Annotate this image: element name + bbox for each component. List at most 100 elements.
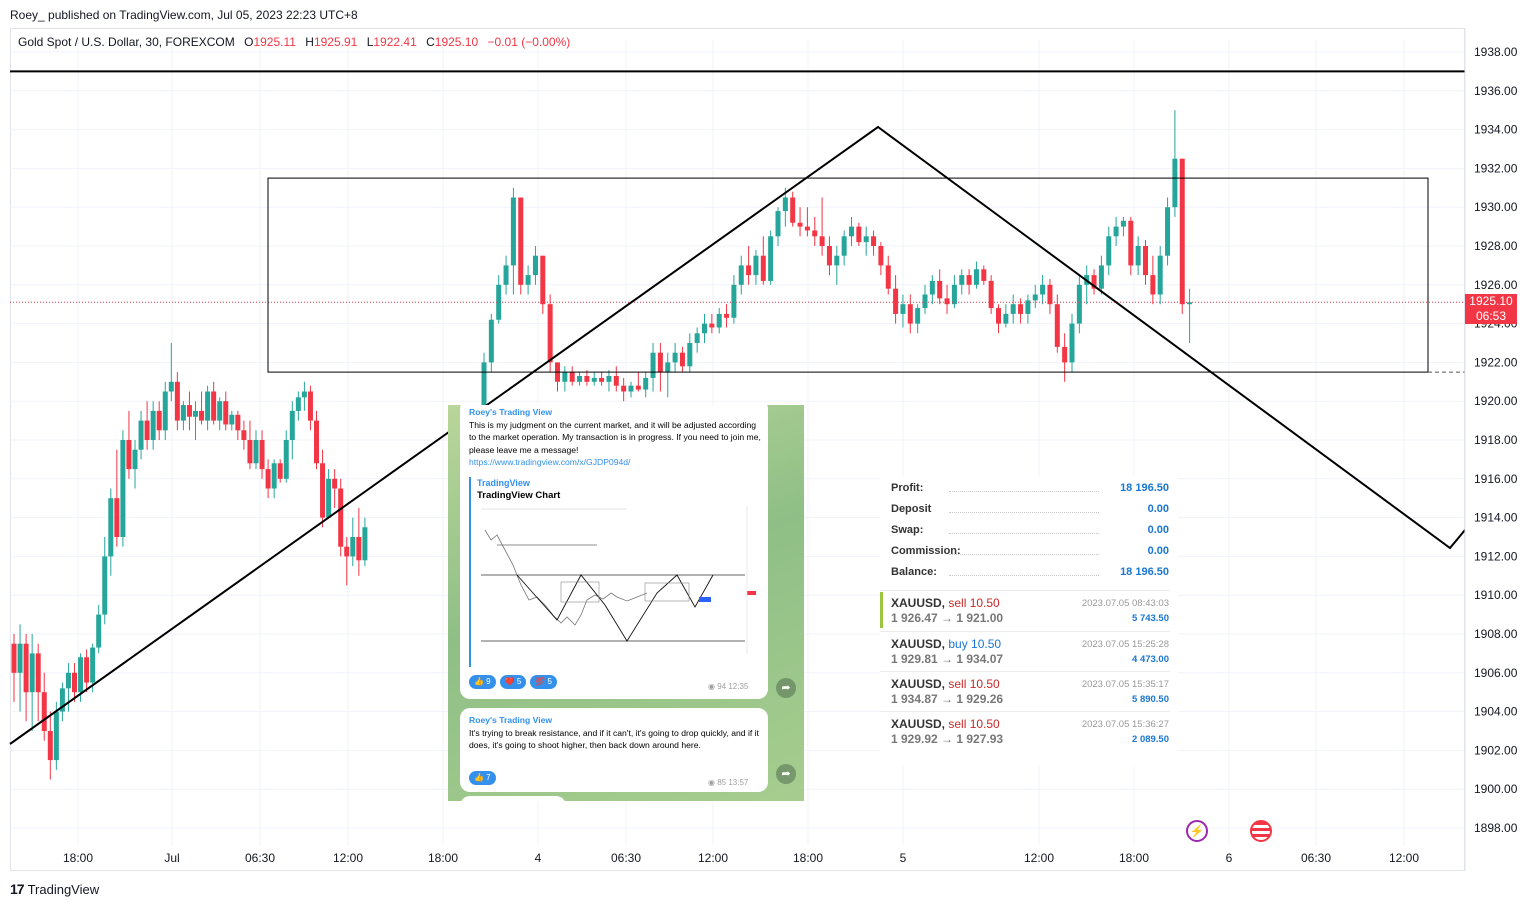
candle-body bbox=[584, 375, 590, 382]
candle-body bbox=[132, 449, 138, 470]
eye-icon: ◉ bbox=[708, 778, 715, 787]
candle-body bbox=[1091, 275, 1097, 289]
trade-profit: 4 473.00 bbox=[1132, 654, 1169, 665]
message-author: Roey's Trading View bbox=[469, 715, 553, 725]
published-header: Roey_ published on TradingView.com, Jul … bbox=[10, 8, 358, 22]
candle-body bbox=[84, 657, 90, 683]
candle-body bbox=[1106, 236, 1112, 266]
candle-body bbox=[41, 692, 47, 731]
footer-brand[interactable]: TradingView bbox=[27, 881, 100, 897]
y-tick-label: 1918.00 bbox=[1474, 433, 1518, 447]
candle-body bbox=[150, 410, 156, 440]
bar-countdown: 06:53 bbox=[1475, 309, 1507, 323]
candle-body bbox=[241, 430, 247, 440]
candle-body bbox=[981, 269, 987, 281]
candle-body bbox=[503, 265, 509, 285]
candle-body bbox=[996, 308, 1001, 324]
summary-value: 0.00 bbox=[1147, 524, 1169, 536]
summary-balance: Balance: 18 196.50 bbox=[891, 566, 1169, 582]
trade-row[interactable]: XAUUSD, sell 10.50 1 929.92 → 1 927.93 2… bbox=[880, 711, 1170, 752]
candle-body bbox=[804, 226, 810, 231]
candle-body bbox=[753, 255, 759, 276]
candle-body bbox=[35, 653, 41, 693]
candle-body bbox=[186, 405, 192, 417]
high-value: 1925.91 bbox=[313, 35, 358, 49]
link-preview[interactable]: TradingView TradingView Chart bbox=[469, 477, 762, 670]
y-tick-label: 1900.00 bbox=[1474, 782, 1518, 796]
candle-body bbox=[1120, 220, 1126, 227]
reaction-thumbs-up[interactable]: 👍 7 bbox=[469, 771, 496, 785]
summary-deposit: Deposit 0.00 bbox=[891, 503, 1169, 519]
tradingview-logo-icon: 17 bbox=[10, 881, 25, 897]
candle-body bbox=[199, 410, 205, 421]
trade-time: 2023.07.05 15:35:17 bbox=[1081, 679, 1169, 690]
trade-history-panel: Profit: 18 196.50 Deposit 0.00 Swap: 0.0… bbox=[880, 476, 1178, 766]
candle-body bbox=[944, 298, 950, 305]
x-tick-label: 12:00 bbox=[1389, 851, 1419, 865]
candle-body bbox=[1003, 313, 1009, 324]
x-tick-label: 06:30 bbox=[611, 851, 641, 865]
footer: 17 TradingView bbox=[10, 881, 99, 897]
candle-body bbox=[621, 385, 627, 392]
summary-value: 0.00 bbox=[1147, 545, 1169, 557]
candle-body bbox=[295, 397, 301, 411]
candle-body bbox=[289, 410, 295, 440]
eye-icon: ◉ bbox=[708, 682, 715, 691]
candle-body bbox=[790, 197, 796, 223]
candle-body bbox=[966, 275, 972, 285]
summary-label: Deposit bbox=[891, 503, 932, 515]
forward-icon[interactable]: ➦ bbox=[776, 678, 796, 698]
candle-body bbox=[156, 410, 162, 431]
candle-body bbox=[138, 420, 144, 450]
candle-body bbox=[1157, 255, 1163, 295]
candle-body bbox=[951, 284, 957, 305]
y-tick-label: 1898.00 bbox=[1474, 821, 1518, 835]
candle-body bbox=[211, 391, 217, 421]
candle-body bbox=[731, 284, 737, 318]
trade-side: sell 10.50 bbox=[948, 717, 1000, 731]
candle-body bbox=[247, 440, 253, 464]
candle-body bbox=[878, 246, 884, 266]
reaction-hundred[interactable]: 💯 5 bbox=[530, 675, 557, 689]
y-tick-label: 1926.00 bbox=[1474, 278, 1518, 292]
view-count: 94 bbox=[717, 682, 727, 691]
candle-body bbox=[301, 391, 307, 398]
candle-body bbox=[229, 414, 235, 425]
y-tick-label: 1908.00 bbox=[1474, 627, 1518, 641]
trade-row[interactable]: XAUUSD, sell 10.50 1 926.47 → 1 921.00 2… bbox=[880, 590, 1170, 631]
trade-profit: 2 089.50 bbox=[1132, 734, 1169, 745]
candle-body bbox=[937, 280, 943, 299]
us-flag-icon[interactable] bbox=[1250, 820, 1272, 842]
candle-body bbox=[768, 236, 774, 281]
candle-body bbox=[849, 226, 854, 237]
candle-body bbox=[1172, 158, 1178, 208]
candle-body bbox=[108, 498, 114, 557]
trade-row[interactable]: XAUUSD, buy 10.50 1 929.81 → 1 934.07 20… bbox=[880, 631, 1170, 672]
trade-symbol: XAUUSD, bbox=[891, 677, 946, 691]
candle-body bbox=[1143, 246, 1148, 276]
forward-icon[interactable]: ➦ bbox=[776, 764, 796, 784]
candle-body bbox=[235, 414, 241, 431]
low-value: 1922.41 bbox=[373, 35, 417, 49]
candle-body bbox=[834, 255, 840, 266]
symbol-name[interactable]: Gold Spot / U.S. Dollar, 30, FOREXCOM bbox=[18, 35, 235, 49]
reaction-heart[interactable]: ❤️ 5 bbox=[499, 675, 527, 689]
candle-body bbox=[518, 197, 524, 285]
candle-body bbox=[23, 643, 29, 693]
message-link[interactable]: https://www.tradingview.com/x/GJDP094d/ bbox=[469, 457, 631, 467]
x-tick-label: 4 bbox=[535, 851, 542, 865]
trade-prices: 1 926.47 → 1 921.00 bbox=[891, 611, 1004, 625]
trade-row[interactable]: XAUUSD, sell 10.50 1 934.87 → 1 929.26 2… bbox=[880, 671, 1170, 712]
candle-body bbox=[126, 440, 132, 470]
lightning-icon[interactable]: ⚡ bbox=[1186, 820, 1208, 842]
candle-body bbox=[1076, 284, 1082, 324]
reaction-thumbs-up[interactable]: 👍 9 bbox=[469, 675, 496, 689]
x-tick-label: 18:00 bbox=[1119, 851, 1149, 865]
candle-body bbox=[217, 401, 223, 421]
message-bubble-1: Roey's Trading View This is my judgment … bbox=[460, 405, 768, 699]
trade-side: sell 10.50 bbox=[948, 677, 1000, 691]
trade-symbol: XAUUSD, bbox=[891, 637, 946, 651]
y-tick-label: 1916.00 bbox=[1474, 472, 1518, 486]
trade-prices: 1 929.81 → 1 934.07 bbox=[891, 652, 1004, 666]
y-tick-label: 1928.00 bbox=[1474, 239, 1518, 253]
